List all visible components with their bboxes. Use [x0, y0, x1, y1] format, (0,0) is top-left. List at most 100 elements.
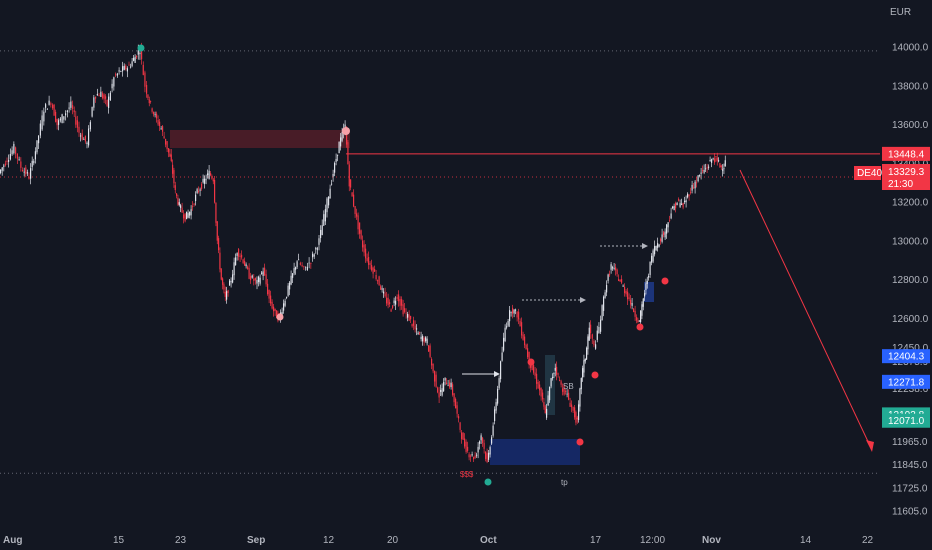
- candle-body-177: [276, 310, 278, 319]
- candle-body-326: [501, 352, 503, 361]
- swing-high-marker-2: [342, 127, 350, 135]
- candle-body-165: [258, 276, 260, 283]
- candle-body-225: [350, 179, 352, 188]
- candle-body-65: [108, 96, 110, 108]
- candle-body-255: [395, 300, 397, 305]
- candle-body-409: [624, 286, 626, 294]
- candle-body-348: [534, 372, 536, 376]
- candle-body-109: [176, 193, 178, 196]
- x-tick-10: 14: [800, 535, 812, 546]
- candle-body-235: [365, 248, 367, 259]
- candle-body-8: [13, 143, 15, 154]
- candle-body-262: [405, 312, 407, 314]
- candle-body-122: [195, 194, 197, 201]
- candle-body-232: [360, 230, 362, 239]
- candle-body-238: [369, 263, 371, 265]
- candle-body-327: [503, 337, 505, 351]
- y-tick-2: 13600.0: [892, 120, 929, 131]
- candle-body-88: [146, 85, 148, 94]
- candle-body-68: [113, 77, 115, 87]
- candle-body-354: [543, 401, 545, 407]
- candle-body-281: [434, 370, 436, 382]
- candle-body-368: [563, 385, 565, 395]
- candle-body-74: [123, 65, 125, 70]
- candle-body-77: [128, 64, 130, 66]
- candle-body-474: [719, 163, 721, 168]
- candle-body-196: [305, 266, 307, 268]
- candle-body-141: [222, 278, 224, 285]
- last-price-tag: DE40 13329.3 21:30: [854, 164, 930, 190]
- candle-body-83: [137, 50, 139, 55]
- red-marker-3: [591, 371, 599, 379]
- candle-body-309: [476, 454, 478, 456]
- candle-body-301: [464, 438, 466, 447]
- candle-body-148: [232, 274, 234, 283]
- candle-body-183: [284, 300, 286, 306]
- candle-body-367: [562, 388, 564, 392]
- candle-body-338: [519, 320, 521, 327]
- candle-body-286: [441, 388, 443, 396]
- candle-body-34: [56, 118, 58, 126]
- candle-body-124: [198, 190, 200, 192]
- candle-body-453: [688, 194, 690, 197]
- candle-body-31: [52, 104, 54, 109]
- candle-body-191: [296, 261, 298, 268]
- swing-low-marker-2: [484, 478, 492, 486]
- candle-body-28: [46, 108, 48, 110]
- candle-body-246: [381, 288, 383, 290]
- candle-body-374: [572, 406, 574, 411]
- candle-body-449: [682, 202, 684, 208]
- candle-body-57: [95, 96, 97, 99]
- price-tag-4: 12071.0: [888, 416, 925, 427]
- candle-body-278: [429, 345, 431, 357]
- candle-body-450: [684, 200, 686, 203]
- candle-body-107: [173, 170, 175, 184]
- projection-arrow-line: [739, 169, 873, 451]
- candle-body-350: [537, 382, 539, 389]
- candle-body-36: [59, 118, 61, 121]
- candle-body-402: [613, 267, 615, 269]
- swing-high-marker: [137, 44, 145, 52]
- candle-body-438: [666, 224, 668, 234]
- x-tick-3: Sep: [247, 535, 265, 546]
- candle-body-136: [215, 202, 217, 223]
- candle-body-376: [575, 412, 577, 423]
- candle-body-154: [241, 254, 243, 258]
- candle-body-46: [76, 120, 78, 128]
- candle-body-219: [341, 132, 343, 141]
- candle-body-239: [371, 264, 373, 271]
- candle-body-292: [450, 382, 452, 388]
- candle-body-415: [633, 308, 635, 312]
- candle-body-365: [559, 379, 561, 381]
- candle-body-132: [210, 173, 212, 176]
- candle-body-142: [223, 284, 225, 290]
- candle-body-217: [338, 141, 340, 154]
- candle-body-319: [491, 437, 493, 444]
- candle-body-307: [473, 457, 475, 460]
- candle-body-289: [446, 382, 448, 385]
- candle-body-76: [126, 68, 128, 72]
- candle-body-62: [103, 94, 105, 100]
- price-tag-1: 12404.3: [888, 352, 925, 363]
- candle-body-192: [298, 259, 300, 261]
- candle-body-465: [706, 167, 708, 169]
- candle-body-300: [462, 432, 464, 440]
- candle-body-299: [461, 432, 463, 440]
- candle-body-130: [207, 173, 209, 176]
- candle-body-321: [494, 409, 496, 422]
- candle-body-312: [480, 435, 482, 441]
- candle-body-66: [109, 92, 111, 101]
- candle-body-352: [540, 388, 542, 397]
- candle-body-285: [440, 389, 442, 392]
- supply-zone: [170, 130, 350, 148]
- candle-body-363: [556, 366, 558, 375]
- candle-body-407: [621, 279, 623, 283]
- candle-body-128: [204, 178, 206, 184]
- order-block-small: [644, 282, 654, 302]
- candle-body-193: [299, 263, 301, 265]
- candle-body-295: [455, 398, 457, 409]
- time-axis[interactable]: Aug 15 23 Sep 12 20 Oct 17 12:00 Nov 14 22: [3, 535, 874, 546]
- candle-body-250: [387, 297, 389, 306]
- candle-body-168: [262, 271, 264, 276]
